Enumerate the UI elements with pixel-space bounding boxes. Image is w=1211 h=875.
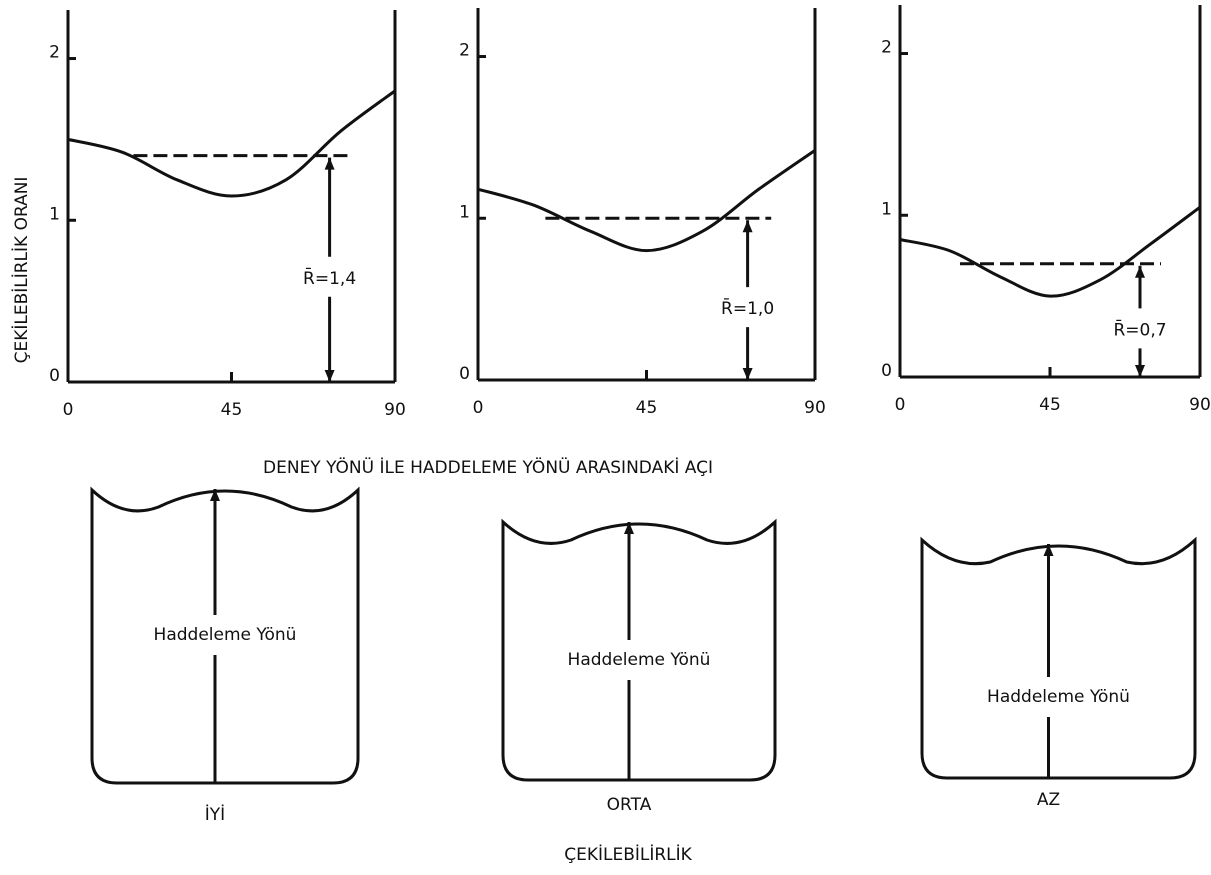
arrow-head — [324, 157, 335, 170]
x-tick-label: 45 — [636, 398, 658, 418]
curve — [67, 89, 396, 198]
blank-outline — [90, 486, 360, 785]
arrow-head — [1135, 265, 1145, 278]
y-axis-label: ÇEKİLEBİLİRLİK ORANI — [11, 177, 32, 364]
arrow-head — [1135, 365, 1145, 377]
mean-label: R̄=0,7 — [1113, 318, 1166, 340]
y-tick-label: 1 — [49, 204, 60, 224]
y-tick-label: 0 — [49, 366, 60, 386]
arrow-head — [742, 368, 753, 380]
quality-label: ORTA — [607, 795, 652, 815]
curve — [477, 149, 816, 253]
quality-label: AZ — [1037, 790, 1060, 810]
arrow-head — [624, 522, 634, 534]
y-tick-label: 0 — [459, 364, 470, 384]
x-tick-label: 90 — [1189, 395, 1211, 415]
mean-label: R̄=1,0 — [721, 297, 774, 319]
y-tick-label: 0 — [881, 361, 892, 381]
quality-label: İYİ — [205, 804, 225, 825]
y-tick-label: 1 — [459, 202, 470, 222]
y-tick-label: 2 — [49, 43, 60, 63]
blank-outline — [920, 536, 1197, 780]
blank-outline — [501, 518, 777, 782]
direction-text: Haddeleme Yönü — [154, 625, 297, 645]
direction-text: Haddeleme Yönü — [987, 687, 1130, 707]
arrow-head — [210, 489, 220, 501]
mean-label: R̄=1,4 — [303, 267, 356, 289]
x-axis-label: DENEY YÖNÜ İLE HADDELEME YÖNÜ ARASINDAKİ… — [263, 456, 713, 478]
curve — [899, 205, 1201, 298]
x-tick-label: 90 — [384, 400, 406, 420]
x-tick-label: 45 — [1039, 395, 1061, 415]
arrow-head — [1043, 544, 1054, 556]
arrow-head — [324, 370, 335, 382]
x-tick-label: 45 — [221, 400, 243, 420]
x-tick-label: 90 — [804, 398, 826, 418]
x-tick-label: 0 — [895, 395, 906, 415]
y-tick-label: 2 — [459, 41, 470, 61]
caption: ÇEKİLEBİLİRLİK — [564, 844, 692, 865]
x-tick-label: 0 — [473, 398, 484, 418]
direction-text: Haddeleme Yönü — [568, 650, 711, 670]
y-tick-label: 2 — [881, 38, 892, 58]
y-tick-label: 1 — [881, 199, 892, 219]
x-tick-label: 0 — [63, 400, 74, 420]
arrow-head — [742, 220, 753, 233]
